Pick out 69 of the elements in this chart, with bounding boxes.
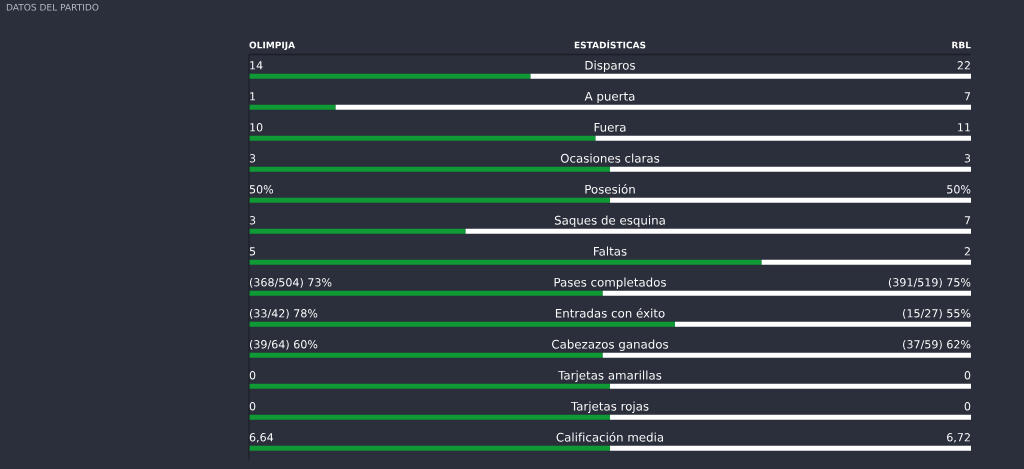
annotation: 0 xyxy=(249,371,256,380)
annotation: 11 xyxy=(958,123,970,132)
annotation: (39/64) 60% xyxy=(249,339,318,350)
annotation: 0 xyxy=(964,371,971,380)
annotation: 0 xyxy=(964,402,971,411)
bar xyxy=(249,228,466,234)
annotation: 0 xyxy=(249,402,256,411)
bar xyxy=(530,73,971,79)
bar xyxy=(610,414,971,420)
annotation: 3 xyxy=(249,216,256,225)
bar xyxy=(335,104,971,110)
y-tick-label: Calificación media xyxy=(556,432,664,442)
bar xyxy=(249,321,675,327)
annotation: 50% xyxy=(249,185,274,194)
bar xyxy=(249,352,603,358)
annotation: 7 xyxy=(964,92,971,101)
bar xyxy=(610,445,971,451)
bar xyxy=(610,166,971,172)
bar xyxy=(249,166,610,172)
bar xyxy=(465,228,971,234)
annotation: (33/42) 78% xyxy=(249,308,318,319)
bar xyxy=(249,197,610,203)
bar xyxy=(249,445,610,451)
text: OLIMPIJA xyxy=(249,41,296,51)
y-tick-label: Entradas con éxito xyxy=(555,308,665,318)
bar xyxy=(249,73,531,79)
y-tick-label: A puerta xyxy=(584,91,635,103)
annotation: 3 xyxy=(249,154,256,163)
y-tick-label: Fuera xyxy=(594,122,626,132)
bar xyxy=(249,414,610,420)
text: DATOS DEL PARTIDO xyxy=(6,3,99,11)
bar xyxy=(595,135,971,141)
y-tick-label: Ocasiones claras xyxy=(560,153,660,163)
annotation: 10 xyxy=(250,123,263,132)
bar xyxy=(249,135,596,141)
annotation: 7 xyxy=(964,216,971,225)
annotation: 2 xyxy=(964,247,970,256)
annotation: (37/59) 62% xyxy=(903,339,971,350)
bar xyxy=(602,290,971,296)
annotation: (15/27) 55% xyxy=(903,308,971,319)
y-tick-label: Cabezazos ganados xyxy=(552,339,669,351)
bar xyxy=(761,259,971,265)
annotation: 1 xyxy=(250,92,256,101)
bar xyxy=(602,352,971,358)
y-tick-label: Disparos xyxy=(585,60,636,72)
annotation: 6,72 xyxy=(947,433,970,443)
annotation: 22 xyxy=(957,61,970,70)
annotation: (391/519) 75% xyxy=(888,277,971,288)
bar xyxy=(249,290,603,296)
text: RBL xyxy=(952,41,971,49)
annotation: 5 xyxy=(249,247,256,256)
annotation: 6,64 xyxy=(249,433,274,443)
bar xyxy=(249,383,610,389)
y-axis-title: ESTADÍSTICAS xyxy=(574,39,646,49)
y-tick-label: Faltas xyxy=(594,246,627,256)
bar xyxy=(249,104,336,110)
annotation: 14 xyxy=(250,61,263,70)
bar xyxy=(249,259,762,265)
y-tick-label: Pases completados xyxy=(554,277,666,289)
y-tick-label: Posesión xyxy=(585,184,635,194)
annotation: (368/504) 73% xyxy=(249,277,332,288)
bar xyxy=(674,321,971,327)
y-tick-label: Tarjetas amarillas xyxy=(558,370,662,382)
y-tick-label: Tarjetas rojas xyxy=(570,401,649,413)
bar xyxy=(610,383,971,389)
annotation: 50% xyxy=(947,185,971,194)
y-tick-label: Saques de esquina xyxy=(554,215,665,227)
annotation: 3 xyxy=(964,154,971,163)
bar xyxy=(610,197,971,203)
